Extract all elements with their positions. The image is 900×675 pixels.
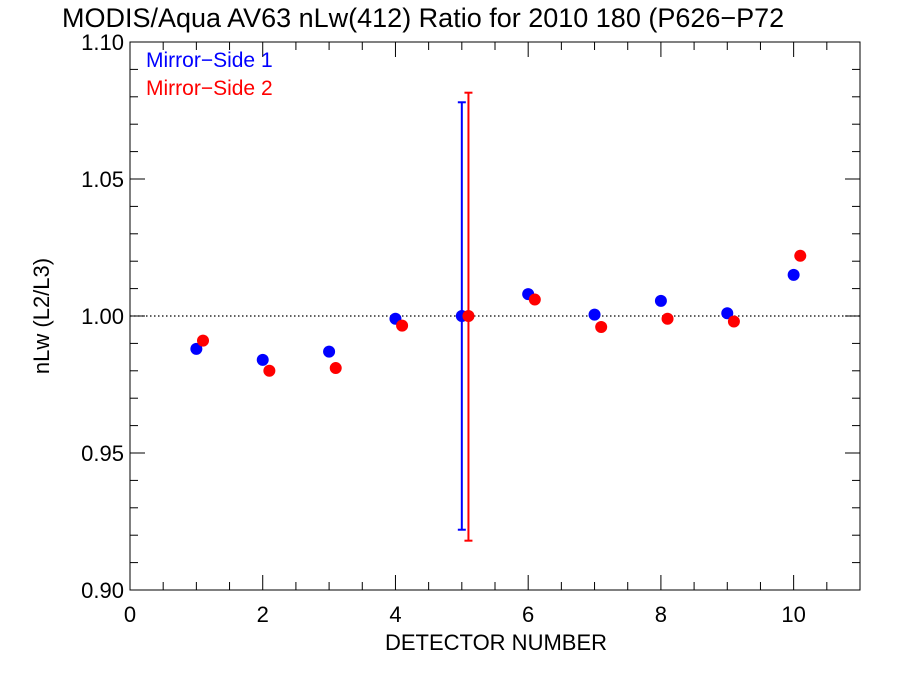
y-tick-label: 0.90 bbox=[81, 578, 124, 603]
x-axis-label: DETECTOR NUMBER bbox=[385, 630, 607, 655]
y-tick-label: 1.05 bbox=[81, 167, 124, 192]
data-point-series-1 bbox=[323, 345, 336, 358]
data-point-series-2 bbox=[727, 315, 740, 328]
legend-label-mirror-side-1: Mirror−Side 1 bbox=[146, 49, 273, 72]
data-point-series-1 bbox=[256, 353, 269, 366]
data-point-series-2 bbox=[528, 293, 541, 306]
y-axis-label: nLw (L2/L3) bbox=[29, 258, 54, 374]
x-tick-label: 6 bbox=[522, 602, 534, 627]
data-point-series-2 bbox=[462, 310, 475, 322]
data-point-series-2 bbox=[595, 320, 608, 333]
data-point-series-1 bbox=[588, 308, 601, 321]
data-point-series-1 bbox=[721, 307, 734, 320]
data-point-series-2 bbox=[794, 249, 807, 262]
axis-ticks bbox=[129, 41, 861, 591]
y-tick-label: 0.95 bbox=[81, 441, 124, 466]
data-point-series-1 bbox=[654, 294, 667, 307]
data-point-series-2 bbox=[661, 312, 674, 325]
data-point-series-2 bbox=[329, 362, 342, 375]
y-tick-label: 1.10 bbox=[81, 30, 124, 55]
x-tick-label: 2 bbox=[257, 602, 269, 627]
x-tick-label: 8 bbox=[655, 602, 667, 627]
x-tick-label: 4 bbox=[389, 602, 401, 627]
x-tick-label: 10 bbox=[781, 602, 805, 627]
data-points bbox=[190, 249, 807, 377]
data-point-series-2 bbox=[197, 334, 209, 347]
x-tick-label: 0 bbox=[124, 602, 136, 627]
axis-tick-labels: 0 2 4 6 8 10 0.90 0.95 1.00 1.05 1.10 bbox=[81, 30, 806, 627]
plot-area bbox=[129, 41, 861, 591]
chart-title: MODIS/Aqua AV63 nLw(412) Ratio for 2010 … bbox=[62, 3, 784, 33]
y-tick-label: 1.00 bbox=[81, 304, 124, 329]
data-point-series-1 bbox=[190, 342, 203, 355]
data-point-series-2 bbox=[396, 319, 409, 332]
data-point-series-2 bbox=[263, 364, 276, 377]
data-point-series-1 bbox=[787, 268, 800, 281]
legend-label-mirror-side-2: Mirror−Side 2 bbox=[146, 77, 273, 100]
